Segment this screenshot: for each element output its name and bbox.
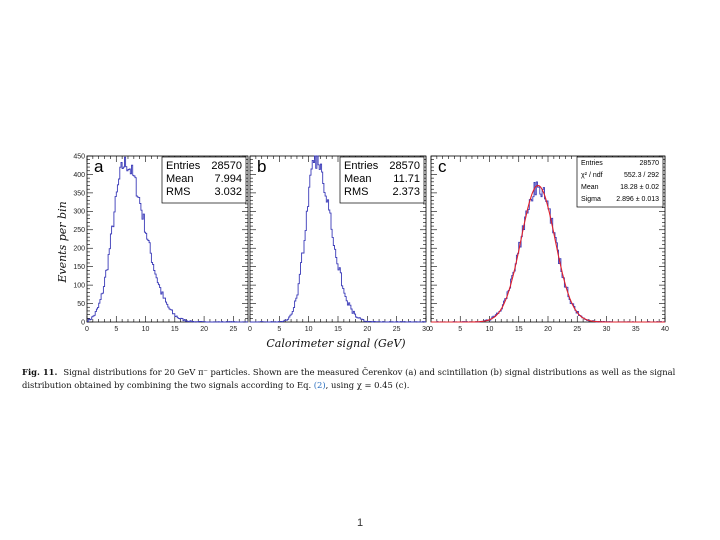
x-tick-label: 0 <box>248 326 252 333</box>
gaussian-fit-line <box>431 184 665 323</box>
y-tick-label: 200 <box>73 246 85 253</box>
y-tick-label: 100 <box>73 283 85 290</box>
chart-panel-a: 0 50 100 150 200 250 300 350 400 450 0 5 10 15 20 25 a En… <box>73 153 249 333</box>
x-tick-label: 5 <box>277 326 281 333</box>
panel-letter: c <box>438 157 447 176</box>
x-tick-label: 0 <box>85 326 89 333</box>
x-tick-label: 15 <box>515 326 523 333</box>
y-tick-label: 150 <box>73 264 85 271</box>
stats-label: RMS <box>344 186 368 198</box>
x-tick-label: 40 <box>661 326 669 333</box>
stats-label: Entries <box>581 160 603 167</box>
panel-letter: a <box>94 157 104 176</box>
x-tick-label: 5 <box>458 326 462 333</box>
stats-value: 28570 <box>640 160 660 167</box>
stats-value: 2.896 ± 0.013 <box>616 196 659 203</box>
stats-label: Mean <box>581 184 599 191</box>
figure-caption: Fig. 11. Signal distributions for 20 GeV … <box>22 366 702 392</box>
page-number: 1 <box>356 517 364 529</box>
x-tick-label: 25 <box>573 326 581 333</box>
panel-letter: b <box>257 157 266 176</box>
stats-label: Mean <box>166 173 194 185</box>
caption-text: Signal distributions for 20 GeV π⁻ parti… <box>22 367 676 390</box>
stats-label: Sigma <box>581 196 601 203</box>
chart-panel-b: 0 5 10 15 20 25 30 b Entries 28570 Mean 11.71 RMS 2.3… <box>248 155 430 333</box>
x-axis-label: Calorimeter signal (GeV) <box>266 337 405 350</box>
equation-reference-link[interactable]: (2) <box>313 380 326 390</box>
y-tick-label: 450 <box>73 153 85 160</box>
stats-value: 2.373 <box>392 186 420 198</box>
x-tick-label: 10 <box>486 326 494 333</box>
y-tick-label: 400 <box>73 172 85 179</box>
x-tick-label: 35 <box>632 326 640 333</box>
stats-value: 7.994 <box>214 173 242 185</box>
stats-box <box>161 156 247 204</box>
y-axis-label: Events per bin <box>56 201 69 283</box>
histogram-line <box>87 156 248 323</box>
stats-box <box>576 156 664 208</box>
stats-label: Entries <box>166 160 201 172</box>
histogram-line <box>250 155 426 323</box>
x-tick-label: 15 <box>334 326 342 333</box>
x-tick-label: 5 <box>114 326 118 333</box>
stats-label: χ² / ndf <box>581 172 603 179</box>
caption-text-end: , using χ = 0.45 (c). <box>325 380 410 390</box>
x-tick-label: 15 <box>171 326 179 333</box>
x-tick-label: 10 <box>305 326 313 333</box>
y-tick-label: 0 <box>81 319 85 326</box>
x-tick-label: 30 <box>422 326 430 333</box>
x-tick-label: 0 <box>429 326 433 333</box>
x-tick-label: 30 <box>603 326 611 333</box>
caption-label: Fig. 11. <box>22 367 58 377</box>
stats-value: 3.032 <box>214 186 242 198</box>
x-tick-label: 25 <box>229 326 237 333</box>
x-tick-label: 20 <box>200 326 208 333</box>
stats-label: Mean <box>344 173 372 185</box>
y-tick-label: 50 <box>77 301 85 308</box>
stats-box <box>339 156 425 204</box>
stats-value: 11.71 <box>393 173 420 185</box>
stats-label: RMS <box>166 186 190 198</box>
stats-value: 18.28 ± 0.02 <box>620 184 659 191</box>
y-tick-label: 300 <box>73 209 85 216</box>
x-tick-label: 25 <box>393 326 401 333</box>
y-tick-label: 250 <box>73 227 85 234</box>
x-tick-label: 20 <box>363 326 371 333</box>
stats-value: 28570 <box>211 160 242 172</box>
y-tick-label: 350 <box>73 190 85 197</box>
stats-value: 28570 <box>389 160 420 172</box>
x-tick-label: 10 <box>142 326 150 333</box>
chart-panel-c: 0 5 10 15 20 25 30 35 40 c Entries 28570 χ² / ndf 552… <box>429 155 669 333</box>
x-tick-label: 20 <box>544 326 552 333</box>
stats-value: 552.3 / 292 <box>624 172 659 179</box>
stats-label: Entries <box>344 160 379 172</box>
